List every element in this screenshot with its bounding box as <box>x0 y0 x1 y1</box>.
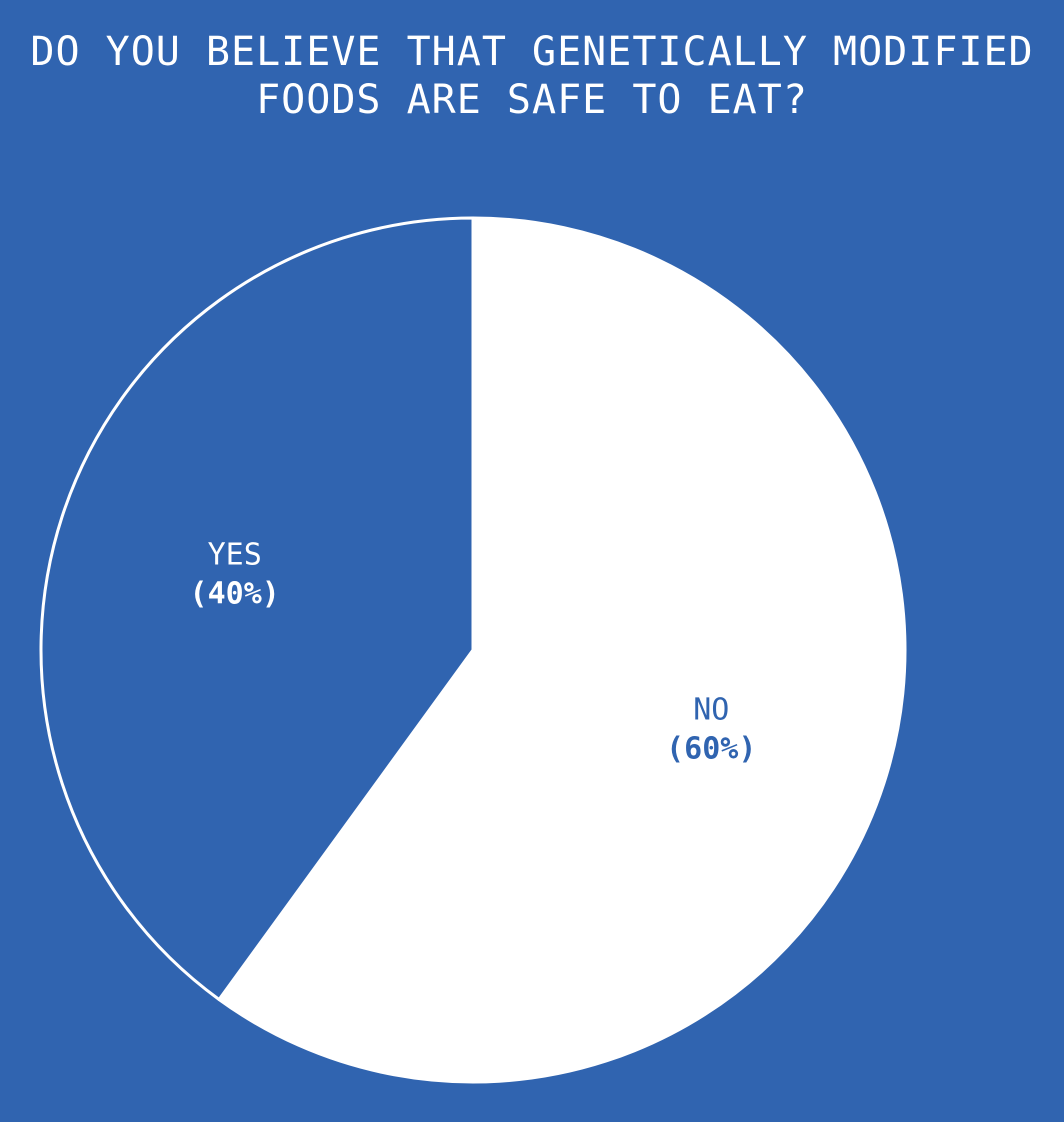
pie-slice-yes <box>39 216 475 1001</box>
pie-label-yes: YES <box>208 538 262 573</box>
pie-labels: NO (60%) YES (40%) <box>190 538 757 767</box>
pie-slices <box>39 216 907 1084</box>
pie-value-label-yes: (40%) <box>190 577 280 612</box>
pie-slice-no <box>217 216 907 1084</box>
pie-value-label-no: (60%) <box>666 731 756 766</box>
chart-title-line-1: DO YOU BELIEVE THAT GENETICALLY MODIFIED <box>30 29 1034 75</box>
chart-title-line-2: FOODS ARE SAFE TO EAT? <box>256 77 808 123</box>
pie-label-no: NO <box>693 692 729 727</box>
chart-title: DO YOU BELIEVE THAT GENETICALLY MODIFIED… <box>0 28 1064 124</box>
